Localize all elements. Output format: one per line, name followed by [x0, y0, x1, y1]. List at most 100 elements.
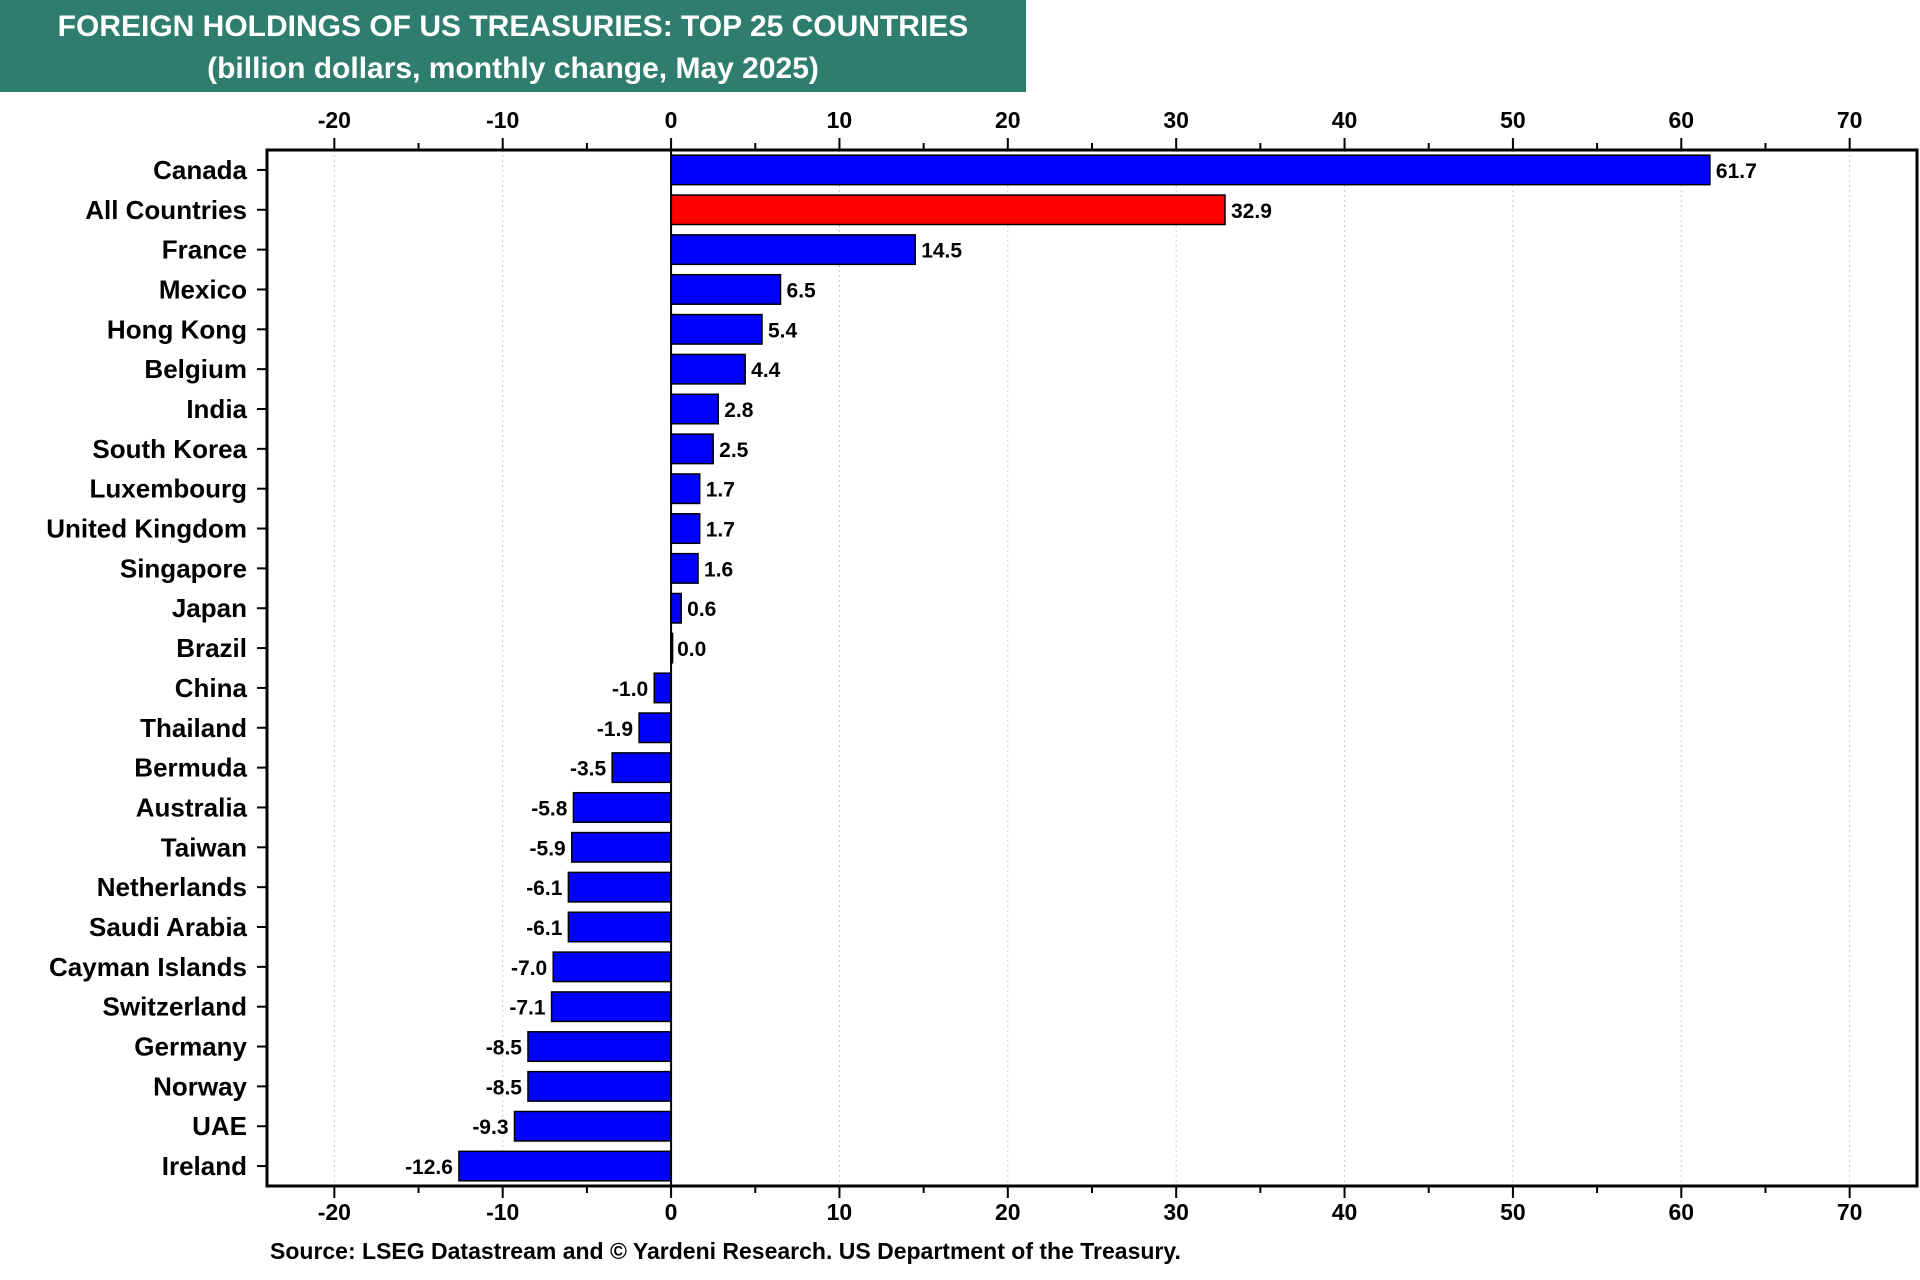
- category-label: Hong Kong: [107, 314, 247, 344]
- data-label: 4.4: [751, 359, 781, 382]
- bar: [567, 871, 672, 903]
- bar: [670, 433, 714, 465]
- data-label: 0.0: [677, 638, 706, 661]
- data-label: -7.1: [509, 997, 546, 1020]
- top-axis-tick-label: 10: [827, 107, 853, 133]
- data-label: 2.8: [724, 399, 754, 422]
- category-label: UAE: [192, 1111, 247, 1141]
- category-label: Brazil: [176, 633, 247, 663]
- data-label: -5.9: [530, 837, 566, 860]
- data-label: -8.5: [486, 1076, 523, 1099]
- top-axis-tick-label: -10: [486, 107, 519, 133]
- category-label: France: [162, 235, 247, 265]
- category-label: Germany: [134, 1032, 247, 1062]
- category-label: Japan: [172, 593, 247, 623]
- chart-title: FOREIGN HOLDINGS OF US TREASURIES: TOP 2…: [57, 10, 969, 43]
- bottom-axis-tick-label: 10: [827, 1199, 853, 1225]
- bar: [670, 154, 1711, 186]
- plot-frame: [265, 148, 1919, 1188]
- data-label: -9.3: [472, 1116, 508, 1139]
- bottom-axis-tick-label: 0: [665, 1199, 678, 1225]
- data-label: -5.8: [531, 797, 568, 820]
- bar: [638, 712, 672, 744]
- category-label: United Kingdom: [46, 514, 247, 544]
- bottom-axis-tick-label: 50: [1500, 1199, 1526, 1225]
- data-label: 1.6: [704, 558, 733, 581]
- bottom-axis-tick-label: -20: [318, 1199, 351, 1225]
- bottom-axis-tick-label: 30: [1163, 1199, 1189, 1225]
- data-label: 2.5: [719, 439, 749, 462]
- bottom-axis-tick-label: 60: [1668, 1199, 1694, 1225]
- category-label: All Countries: [85, 195, 247, 225]
- top-axis-tick-label: 60: [1668, 107, 1694, 133]
- data-label: 5.4: [768, 319, 798, 342]
- category-label: Saudi Arabia: [89, 912, 248, 942]
- bar: [567, 911, 672, 943]
- category-label: Netherlands: [97, 872, 247, 902]
- category-label: India: [186, 394, 247, 424]
- bottom-axis-tick-label: 20: [995, 1199, 1021, 1225]
- data-label: 6.5: [787, 279, 817, 302]
- category-label: Ireland: [162, 1151, 247, 1181]
- data-label: -1.0: [612, 678, 648, 701]
- bar: [670, 313, 763, 345]
- bar: [670, 273, 782, 305]
- top-axis-tick-label: 30: [1163, 107, 1189, 133]
- chart-subtitle: (billion dollars, monthly change, May 20…: [207, 52, 819, 85]
- bar: [670, 592, 682, 624]
- bar: [653, 672, 672, 704]
- bar: [670, 513, 701, 545]
- category-label: Taiwan: [161, 832, 247, 862]
- data-label: -6.1: [526, 877, 563, 900]
- bar: [458, 1150, 672, 1182]
- bar: [527, 1031, 672, 1063]
- category-label: South Korea: [92, 434, 247, 464]
- data-label: -6.1: [526, 917, 563, 940]
- category-label: Belgium: [144, 354, 247, 384]
- category-label: Norway: [153, 1071, 247, 1101]
- data-label: -12.6: [405, 1156, 453, 1179]
- category-label: China: [175, 673, 248, 703]
- source-note: Source: LSEG Datastream and © Yardeni Re…: [270, 1238, 1181, 1264]
- bar: [670, 194, 1226, 226]
- top-axis-tick-label: 40: [1332, 107, 1358, 133]
- category-label: Switzerland: [103, 992, 247, 1022]
- bar: [570, 831, 672, 863]
- bar: [611, 752, 672, 784]
- data-label: -7.0: [511, 957, 547, 980]
- top-axis-tick-label: 0: [665, 107, 678, 133]
- data-label: 1.7: [706, 479, 735, 502]
- category-label: Australia: [136, 792, 248, 822]
- bottom-axis-tick-label: 40: [1332, 1199, 1358, 1225]
- data-label: -3.5: [570, 758, 607, 781]
- bar: [670, 234, 916, 266]
- bottom-axis-tick-label: 70: [1837, 1199, 1863, 1225]
- top-axis-tick-label: -20: [318, 107, 351, 133]
- data-label: 0.6: [687, 598, 716, 621]
- bar: [670, 353, 746, 385]
- data-label: 1.7: [706, 519, 735, 542]
- category-label: Luxembourg: [90, 474, 247, 504]
- top-axis-tick-label: 20: [995, 107, 1021, 133]
- bar: [670, 552, 699, 584]
- data-label: 32.9: [1231, 200, 1272, 223]
- bottom-axis-tick-label: -10: [486, 1199, 519, 1225]
- category-label: Singapore: [120, 553, 247, 583]
- bar: [572, 791, 672, 823]
- data-label: 61.7: [1716, 160, 1757, 183]
- category-label: Thailand: [140, 713, 247, 743]
- category-label: Canada: [153, 155, 247, 185]
- bar: [670, 473, 701, 505]
- bar: [550, 991, 672, 1023]
- data-label: -1.9: [597, 718, 633, 741]
- category-label: Mexico: [159, 274, 247, 304]
- category-label: Bermuda: [134, 753, 247, 783]
- top-axis-tick-label: 50: [1500, 107, 1526, 133]
- data-label: 14.5: [921, 240, 962, 263]
- bar: [670, 393, 719, 425]
- data-label: -8.5: [486, 1037, 523, 1060]
- bar: [552, 951, 672, 983]
- bar: [527, 1070, 672, 1102]
- chart-title-banner: FOREIGN HOLDINGS OF US TREASURIES: TOP 2…: [0, 0, 1026, 92]
